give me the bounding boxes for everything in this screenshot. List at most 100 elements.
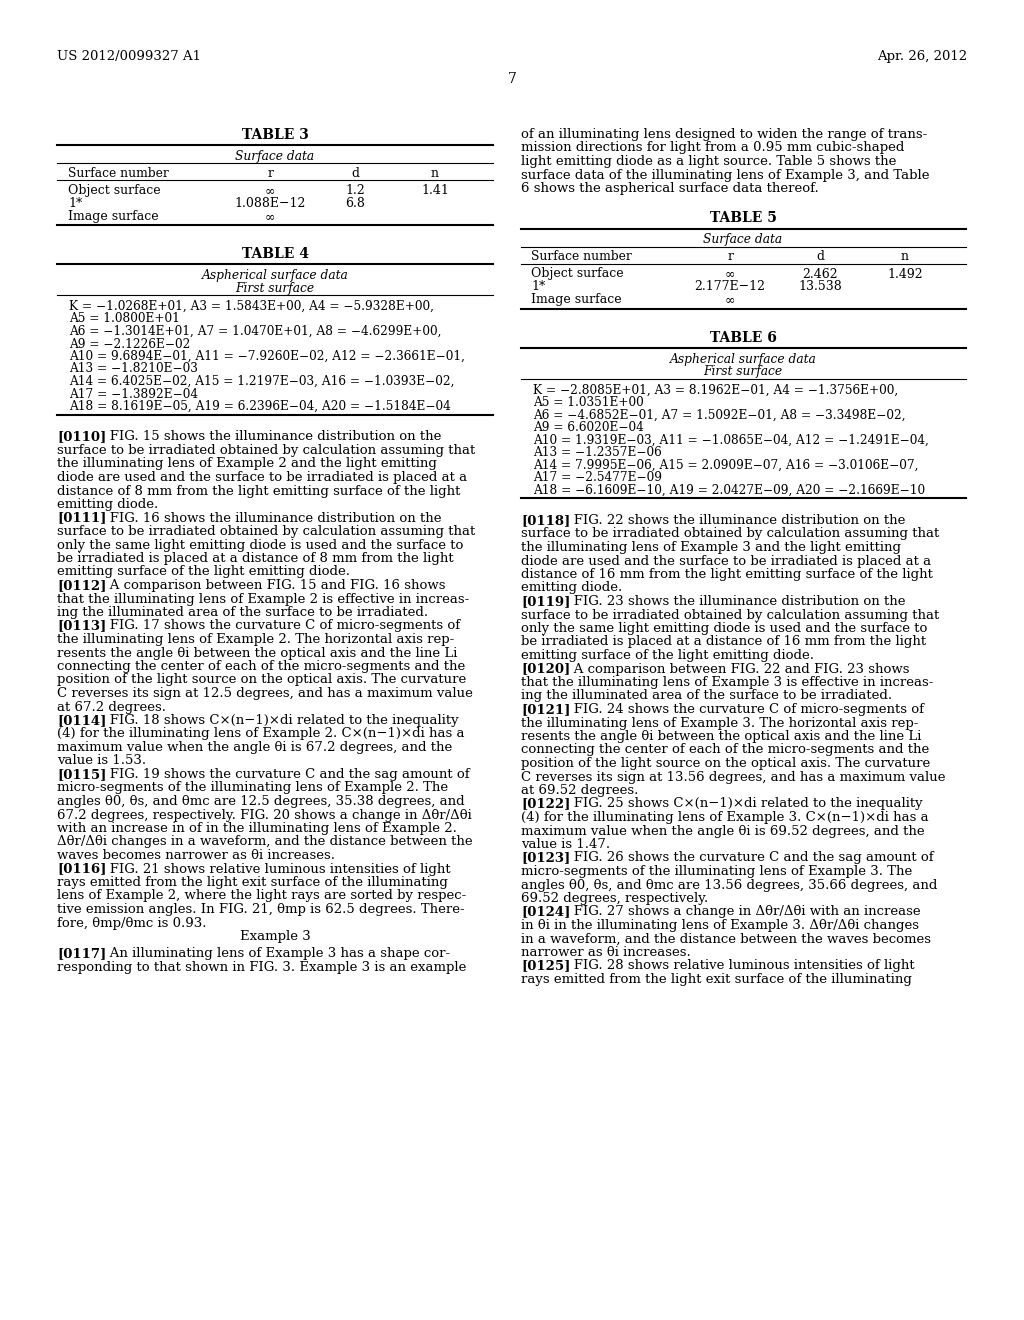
Text: FIG. 16 shows the illuminance distribution on the: FIG. 16 shows the illuminance distributi…: [97, 511, 441, 524]
Text: A18 = 8.1619E−05, A19 = 6.2396E−04, A20 = −1.5184E−04: A18 = 8.1619E−05, A19 = 6.2396E−04, A20 …: [69, 400, 451, 413]
Text: responding to that shown in FIG. 3. Example 3 is an example: responding to that shown in FIG. 3. Exam…: [57, 961, 466, 974]
Text: position of the light source on the optical axis. The curvature: position of the light source on the opti…: [57, 673, 466, 686]
Text: FIG. 18 shows C×(n−1)×di related to the inequality: FIG. 18 shows C×(n−1)×di related to the …: [97, 714, 459, 727]
Text: of an illuminating lens designed to widen the range of trans-: of an illuminating lens designed to wide…: [521, 128, 928, 141]
Text: Surface data: Surface data: [703, 234, 782, 247]
Text: connecting the center of each of the micro-segments and the: connecting the center of each of the mic…: [521, 743, 929, 756]
Text: r: r: [727, 251, 733, 264]
Text: A17 = −2.5477E−09: A17 = −2.5477E−09: [534, 471, 662, 484]
Text: n: n: [431, 168, 439, 180]
Text: only the same light emitting diode is used and the surface to: only the same light emitting diode is us…: [57, 539, 464, 552]
Text: A9 = 6.6020E−04: A9 = 6.6020E−04: [534, 421, 644, 434]
Text: C reverses its sign at 12.5 degrees, and has a maximum value: C reverses its sign at 12.5 degrees, and…: [57, 686, 473, 700]
Text: A13 = −1.2357E−06: A13 = −1.2357E−06: [534, 446, 662, 459]
Text: A comparison between FIG. 15 and FIG. 16 shows: A comparison between FIG. 15 and FIG. 16…: [97, 579, 445, 591]
Text: the illuminating lens of Example 2 and the light emitting: the illuminating lens of Example 2 and t…: [57, 458, 437, 470]
Text: FIG. 21 shows relative luminous intensities of light: FIG. 21 shows relative luminous intensit…: [97, 862, 451, 875]
Text: 1.088E−12: 1.088E−12: [234, 197, 306, 210]
Text: maximum value when the angle θi is 69.52 degrees, and the: maximum value when the angle θi is 69.52…: [521, 825, 925, 837]
Text: [0120]: [0120]: [521, 663, 570, 676]
Text: [0122]: [0122]: [521, 797, 570, 810]
Text: Surface data: Surface data: [236, 150, 314, 162]
Text: Aspherical surface data: Aspherical surface data: [202, 269, 348, 282]
Text: Object surface: Object surface: [68, 183, 161, 197]
Text: Apr. 26, 2012: Apr. 26, 2012: [877, 50, 967, 63]
Text: distance of 16 mm from the light emitting surface of the light: distance of 16 mm from the light emittin…: [521, 568, 933, 581]
Text: A14 = 7.9995E−06, A15 = 2.0909E−07, A16 = −3.0106E−07,: A14 = 7.9995E−06, A15 = 2.0909E−07, A16 …: [534, 458, 919, 471]
Text: [0115]: [0115]: [57, 768, 106, 781]
Text: r: r: [267, 168, 273, 180]
Text: FIG. 22 shows the illuminance distribution on the: FIG. 22 shows the illuminance distributi…: [561, 513, 905, 527]
Text: surface data of the illuminating lens of Example 3, and Table: surface data of the illuminating lens of…: [521, 169, 930, 181]
Text: [0110]: [0110]: [57, 430, 106, 444]
Text: [0112]: [0112]: [57, 579, 106, 591]
Text: that the illuminating lens of Example 2 is effective in increas-: that the illuminating lens of Example 2 …: [57, 593, 469, 606]
Text: waves becomes narrower as θi increases.: waves becomes narrower as θi increases.: [57, 849, 335, 862]
Text: tive emission angles. In FIG. 21, θmp is 62.5 degrees. There-: tive emission angles. In FIG. 21, θmp is…: [57, 903, 465, 916]
Text: surface to be irradiated obtained by calculation assuming that: surface to be irradiated obtained by cal…: [521, 609, 939, 622]
Text: [0111]: [0111]: [57, 511, 106, 524]
Text: FIG. 27 shows a change in Δθr/Δθi with an increase: FIG. 27 shows a change in Δθr/Δθi with a…: [561, 906, 921, 919]
Text: in θi in the illuminating lens of Example 3. Δθr/Δθi changes: in θi in the illuminating lens of Exampl…: [521, 919, 919, 932]
Text: First surface: First surface: [703, 366, 782, 379]
Text: A18 = −6.1609E−10, A19 = 2.0427E−09, A20 = −2.1669E−10: A18 = −6.1609E−10, A19 = 2.0427E−09, A20…: [534, 483, 925, 496]
Text: A comparison between FIG. 22 and FIG. 23 shows: A comparison between FIG. 22 and FIG. 23…: [561, 663, 909, 676]
Text: mission directions for light from a 0.95 mm cubic-shaped: mission directions for light from a 0.95…: [521, 141, 904, 154]
Text: 67.2 degrees, respectively. FIG. 20 shows a change in Δθr/Δθi: 67.2 degrees, respectively. FIG. 20 show…: [57, 808, 472, 821]
Text: light emitting diode as a light source. Table 5 shows the: light emitting diode as a light source. …: [521, 154, 896, 168]
Text: fore, θmp/θmc is 0.93.: fore, θmp/θmc is 0.93.: [57, 916, 207, 929]
Text: A17 = −1.3892E−04: A17 = −1.3892E−04: [69, 388, 198, 400]
Text: A13 = −1.8210E−03: A13 = −1.8210E−03: [69, 363, 198, 375]
Text: d: d: [816, 251, 824, 264]
Text: in a waveform, and the distance between the waves becomes: in a waveform, and the distance between …: [521, 932, 931, 945]
Text: FIG. 23 shows the illuminance distribution on the: FIG. 23 shows the illuminance distributi…: [561, 595, 905, 609]
Text: FIG. 28 shows relative luminous intensities of light: FIG. 28 shows relative luminous intensit…: [561, 960, 914, 973]
Text: the illuminating lens of Example 3. The horizontal axis rep-: the illuminating lens of Example 3. The …: [521, 717, 919, 730]
Text: Surface number: Surface number: [531, 251, 632, 264]
Text: [0121]: [0121]: [521, 704, 570, 715]
Text: n: n: [901, 251, 909, 264]
Text: at 67.2 degrees.: at 67.2 degrees.: [57, 701, 166, 714]
Text: value is 1.53.: value is 1.53.: [57, 755, 146, 767]
Text: 7: 7: [508, 73, 516, 86]
Text: emitting surface of the light emitting diode.: emitting surface of the light emitting d…: [521, 649, 814, 663]
Text: 13.538: 13.538: [798, 281, 842, 293]
Text: Δθr/Δθi changes in a waveform, and the distance between the: Δθr/Δθi changes in a waveform, and the d…: [57, 836, 473, 849]
Text: 6 shows the aspherical surface data thereof.: 6 shows the aspherical surface data ther…: [521, 182, 819, 195]
Text: angles θ0, θs, and θmc are 12.5 degrees, 35.38 degrees, and: angles θ0, θs, and θmc are 12.5 degrees,…: [57, 795, 465, 808]
Text: Example 3: Example 3: [240, 931, 310, 942]
Text: ing the illuminated area of the surface to be irradiated.: ing the illuminated area of the surface …: [57, 606, 428, 619]
Text: TABLE 5: TABLE 5: [710, 211, 776, 226]
Text: resents the angle θi between the optical axis and the line Li: resents the angle θi between the optical…: [521, 730, 922, 743]
Text: diode are used and the surface to be irradiated is placed at a: diode are used and the surface to be irr…: [57, 471, 467, 484]
Text: FIG. 15 shows the illuminance distribution on the: FIG. 15 shows the illuminance distributi…: [97, 430, 441, 444]
Text: Aspherical surface data: Aspherical surface data: [670, 352, 816, 366]
Text: Surface number: Surface number: [68, 168, 169, 180]
Text: [0118]: [0118]: [521, 513, 570, 527]
Text: maximum value when the angle θi is 67.2 degrees, and the: maximum value when the angle θi is 67.2 …: [57, 741, 453, 754]
Text: C reverses its sign at 13.56 degrees, and has a maximum value: C reverses its sign at 13.56 degrees, an…: [521, 771, 945, 784]
Text: TABLE 4: TABLE 4: [242, 247, 308, 261]
Text: [0124]: [0124]: [521, 906, 570, 919]
Text: be irradiated is placed at a distance of 16 mm from the light: be irradiated is placed at a distance of…: [521, 635, 926, 648]
Text: A9 = −2.1226E−02: A9 = −2.1226E−02: [69, 338, 190, 351]
Text: emitting diode.: emitting diode.: [521, 582, 623, 594]
Text: [0114]: [0114]: [57, 714, 106, 727]
Text: at 69.52 degrees.: at 69.52 degrees.: [521, 784, 638, 797]
Text: [0113]: [0113]: [57, 619, 106, 632]
Text: connecting the center of each of the micro-segments and the: connecting the center of each of the mic…: [57, 660, 465, 673]
Text: ∞: ∞: [725, 268, 735, 281]
Text: surface to be irradiated obtained by calculation assuming that: surface to be irradiated obtained by cal…: [57, 525, 475, 539]
Text: surface to be irradiated obtained by calculation assuming that: surface to be irradiated obtained by cal…: [57, 444, 475, 457]
Text: rays emitted from the light exit surface of the illuminating: rays emitted from the light exit surface…: [57, 876, 447, 888]
Text: K = −1.0268E+01, A3 = 1.5843E+00, A4 = −5.9328E+00,: K = −1.0268E+01, A3 = 1.5843E+00, A4 = −…: [69, 300, 434, 313]
Text: [0117]: [0117]: [57, 948, 106, 961]
Text: FIG. 17 shows the curvature C of micro-segments of: FIG. 17 shows the curvature C of micro-s…: [97, 619, 460, 632]
Text: be irradiated is placed at a distance of 8 mm from the light: be irradiated is placed at a distance of…: [57, 552, 454, 565]
Text: only the same light emitting diode is used and the surface to: only the same light emitting diode is us…: [521, 622, 928, 635]
Text: [0116]: [0116]: [57, 862, 106, 875]
Text: Object surface: Object surface: [531, 268, 624, 281]
Text: that the illuminating lens of Example 3 is effective in increas-: that the illuminating lens of Example 3 …: [521, 676, 933, 689]
Text: A5 = 1.0800E+01: A5 = 1.0800E+01: [69, 313, 180, 326]
Text: [0123]: [0123]: [521, 851, 570, 865]
